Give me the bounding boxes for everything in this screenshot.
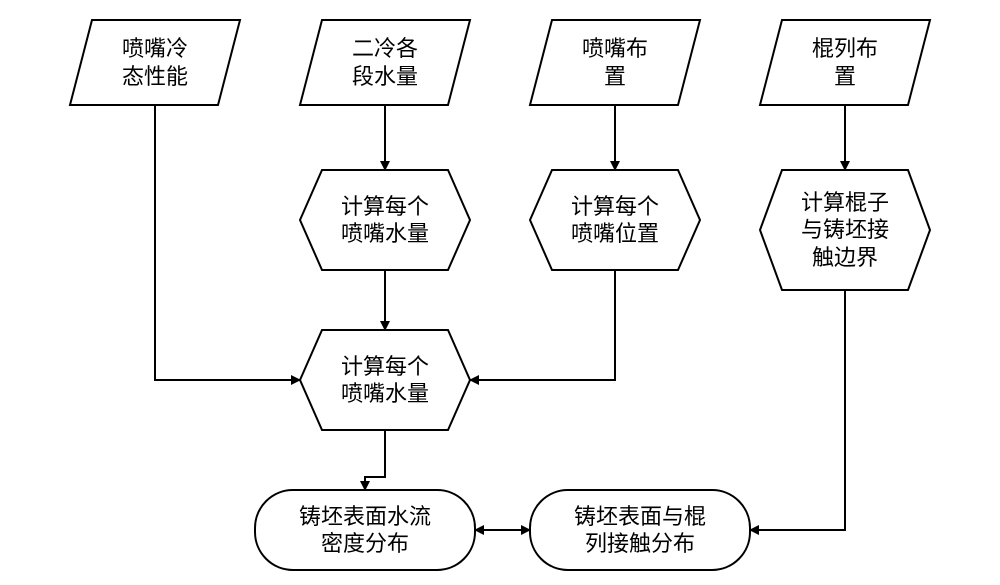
edge (365, 430, 385, 490)
diagram-canvas (0, 0, 1000, 585)
edge (750, 290, 845, 530)
edge (470, 270, 615, 380)
edge (155, 105, 300, 380)
